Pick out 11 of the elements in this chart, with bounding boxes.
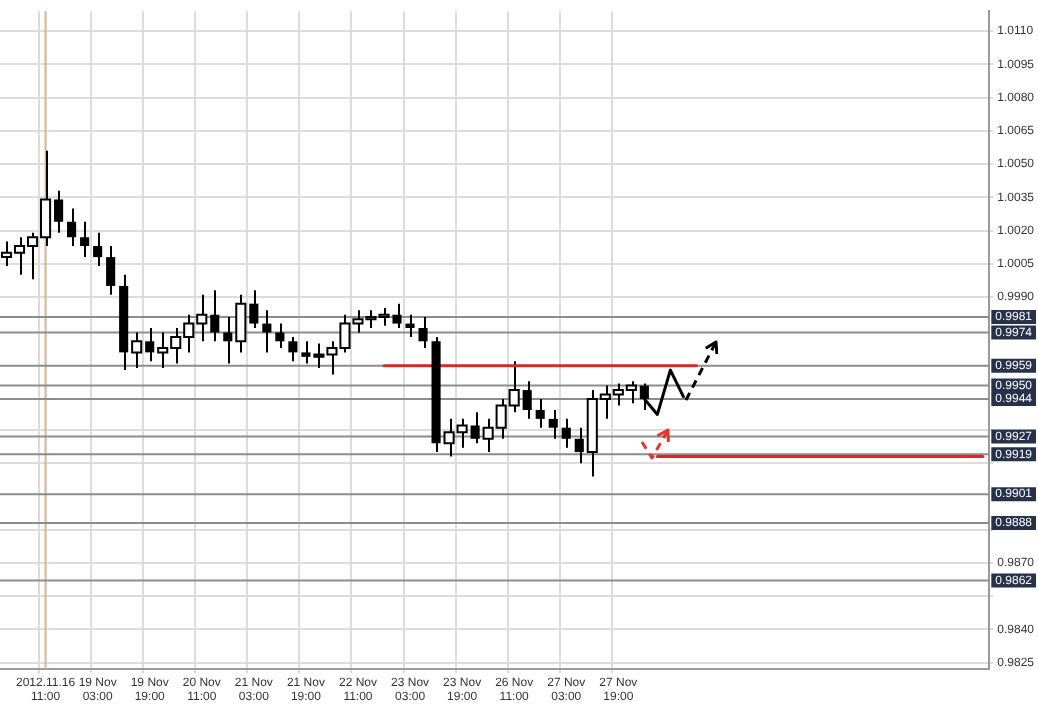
candlestick [93,231,103,267]
candlestick [561,417,571,449]
candlestick [288,335,298,363]
candlestick [80,220,90,259]
candlestick [535,397,545,429]
candlestick [275,322,285,349]
candlestick [67,207,77,248]
candlestick [106,245,116,296]
candlestick [405,313,415,338]
candlestick [418,315,428,349]
candlestick [548,408,558,440]
